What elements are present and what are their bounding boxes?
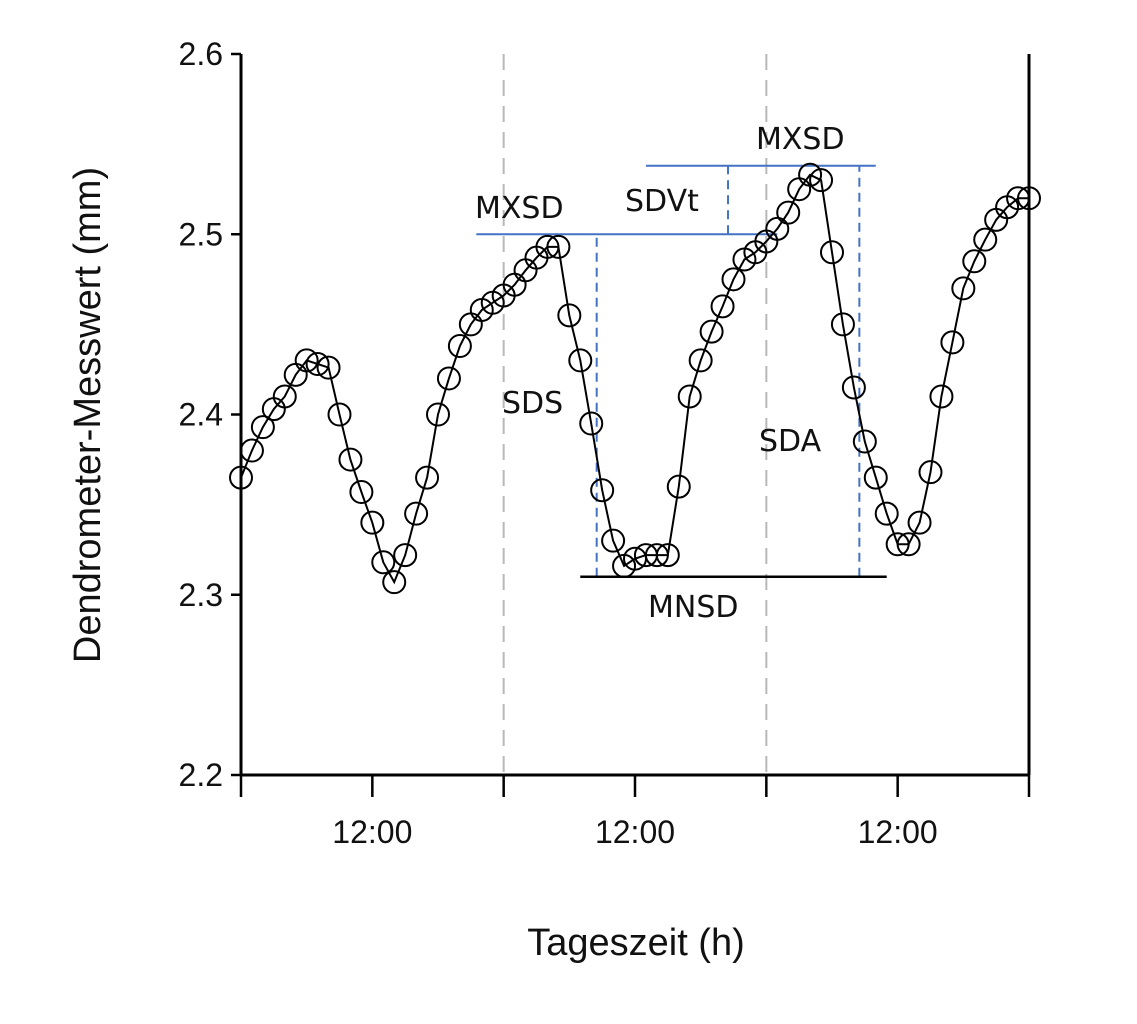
data-point	[677, 384, 702, 409]
data-point	[951, 276, 976, 301]
day-boundary-lines	[502, 54, 768, 775]
data-point	[316, 355, 341, 380]
data-point	[393, 543, 418, 568]
data-point	[371, 550, 396, 575]
data-point	[447, 334, 472, 359]
data-point	[404, 501, 429, 526]
data-point	[809, 168, 834, 193]
data-point	[590, 478, 615, 503]
data-point	[655, 543, 680, 568]
y-tick-label: 2.4	[179, 397, 223, 433]
annotation-lines	[476, 164, 887, 578]
data-point	[535, 234, 560, 259]
data-point	[874, 501, 899, 526]
data-point	[360, 510, 385, 535]
annot-label-mxsd-1: MXSD	[475, 191, 564, 226]
data-point	[907, 510, 932, 535]
data-point	[601, 528, 626, 553]
y-ticks: 2.2 2.3 2.4 2.5 2.6	[179, 36, 241, 793]
annot-label-sdvt: SDVt	[625, 184, 699, 219]
data-point	[557, 303, 582, 328]
data-point	[765, 216, 790, 241]
x-tick-label: 12:00	[595, 814, 675, 850]
data-point	[929, 384, 954, 409]
data-point	[776, 200, 801, 225]
data-point	[841, 375, 866, 400]
y-tick-label: 2.2	[179, 757, 223, 793]
data-point	[436, 366, 461, 391]
data-point	[250, 415, 275, 440]
data-point	[644, 543, 669, 568]
x-tick-label: 12:00	[858, 814, 938, 850]
data-point	[568, 348, 593, 373]
data-point	[327, 402, 352, 427]
y-tick-label: 2.5	[179, 216, 223, 252]
data-point	[688, 348, 713, 373]
annot-label-mxsd-2: MXSD	[756, 122, 845, 157]
data-point	[973, 227, 998, 252]
annot-label-sds: SDS	[502, 386, 563, 421]
data-point	[962, 249, 987, 274]
x-ticks: 12:00 12:00 12:00	[239, 775, 1031, 850]
data-point	[272, 384, 297, 409]
data-point	[940, 330, 965, 355]
data-point	[349, 480, 374, 505]
data-point	[896, 532, 921, 557]
data-point	[710, 294, 735, 319]
data-point	[820, 240, 844, 265]
data-point	[294, 348, 319, 373]
data-point	[830, 312, 855, 337]
data-point	[852, 429, 877, 454]
data-point	[382, 570, 407, 595]
data-point	[918, 460, 943, 485]
data-point	[666, 474, 691, 499]
annot-label-sda: SDA	[759, 424, 822, 459]
x-axis-title: Tageszeit (h)	[527, 922, 745, 964]
y-tick-label: 2.3	[179, 577, 223, 613]
data-point	[699, 319, 724, 344]
series-line-0	[240, 173, 1029, 585]
x-tick-label: 12:00	[332, 814, 412, 850]
data-point	[338, 447, 363, 472]
y-axis-title: Dendrometer-Messwert (mm)	[67, 167, 109, 663]
annot-label-mnsd: MNSD	[648, 590, 738, 625]
series-dendrometer	[229, 162, 1041, 595]
data-point	[721, 267, 746, 292]
y-tick-label: 2.6	[179, 36, 223, 72]
data-point	[546, 234, 571, 259]
data-point	[885, 532, 910, 557]
data-point	[426, 402, 450, 427]
data-point	[798, 162, 823, 187]
data-point	[305, 352, 330, 377]
data-point	[579, 411, 604, 436]
data-point	[415, 465, 440, 490]
data-point	[863, 465, 888, 490]
